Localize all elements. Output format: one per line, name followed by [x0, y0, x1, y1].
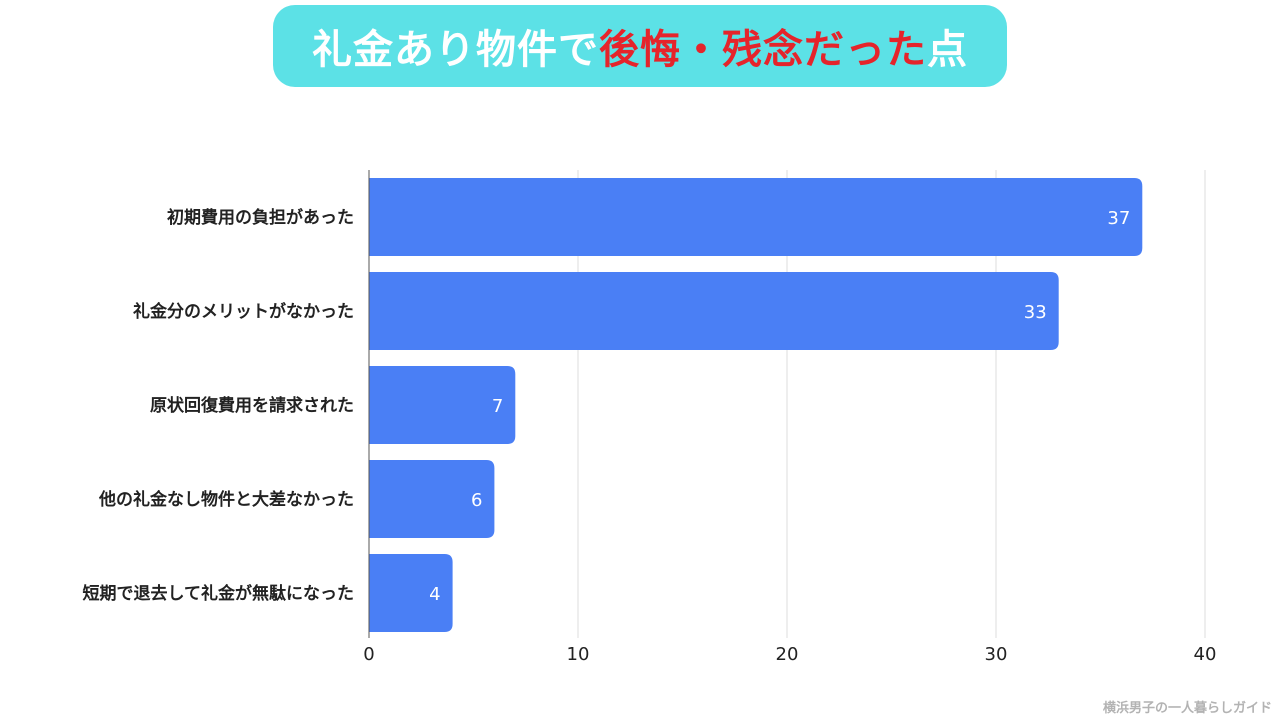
x-tick-label-0: 0	[363, 644, 374, 665]
bar-2	[369, 272, 1059, 350]
bar-3	[369, 366, 516, 444]
bar-1	[369, 178, 1143, 256]
chart-title: 礼金あり物件で 後悔・残念だった点	[273, 5, 1007, 87]
category-label-3: 原状回復費用を請求された	[150, 395, 354, 416]
title-text-part1: 礼金あり物件で	[312, 27, 599, 73]
source-credit: 横浜男子の一人暮らしガイド	[1102, 701, 1272, 716]
data-label-3: 7	[492, 396, 503, 417]
title-text-accent: 後悔・残念だった	[599, 27, 927, 73]
category-label-4: 他の礼金なし物件と大差なかった	[98, 489, 354, 510]
title-text-part3: 点	[927, 27, 968, 73]
x-tick-label-10: 10	[567, 644, 590, 665]
category-label-5: 短期で退去して礼金が無駄になった	[83, 583, 355, 604]
bar-5	[369, 554, 453, 632]
x-tick-label-20: 20	[776, 644, 799, 665]
x-tick-label-40: 40	[1194, 644, 1217, 665]
data-label-1: 37	[1107, 208, 1130, 229]
bar-4	[369, 460, 495, 538]
category-label-1: 初期費用の負担があった	[167, 207, 354, 228]
data-label-4: 6	[471, 490, 482, 511]
data-label-2: 33	[1024, 302, 1047, 323]
category-label-2: 礼金分のメリットがなかった	[133, 301, 354, 322]
x-tick-label-30: 30	[985, 644, 1008, 665]
data-label-5: 4	[429, 584, 440, 605]
